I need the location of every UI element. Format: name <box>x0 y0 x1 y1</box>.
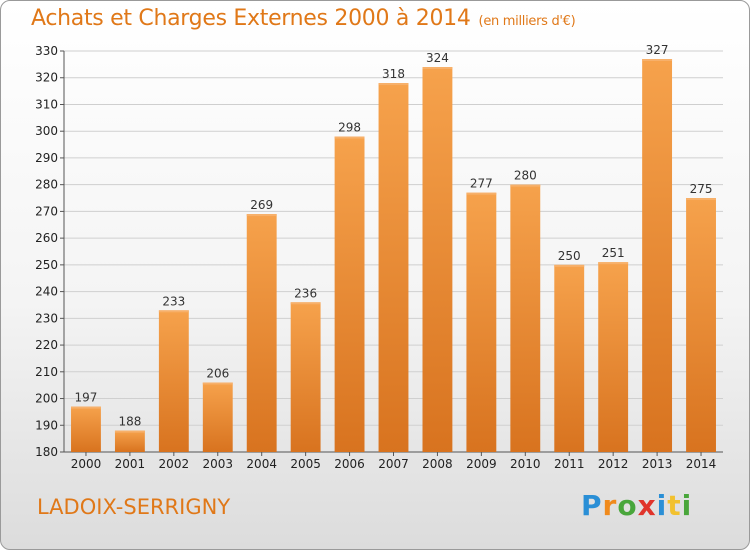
y-tick-label: 260 <box>35 231 58 245</box>
x-tick-label: 2003 <box>202 457 233 471</box>
y-tick-label: 250 <box>35 258 58 272</box>
axes: 180 190 200 210 220 230 240 250 260 270 280 290 300 3… <box>35 44 723 471</box>
bar-highlight <box>158 310 189 313</box>
bar <box>510 184 541 452</box>
town-name: LADOIX-SERRIGNY <box>37 495 231 519</box>
x-tick-label: 2006 <box>334 457 365 471</box>
bar-highlight <box>378 83 409 86</box>
bar-value-label: 298 <box>338 121 361 135</box>
bar <box>686 198 716 452</box>
bar <box>642 59 673 453</box>
data-labels: 197 188 233 206 269 236 298 318 324 277 280 250 251 3… <box>75 43 713 429</box>
bar-highlight <box>71 406 101 409</box>
bar-value-label: 236 <box>294 286 317 300</box>
x-tick-label: 2001 <box>115 457 146 471</box>
y-tick-label: 240 <box>35 285 58 299</box>
bar-value-label: 327 <box>646 43 669 57</box>
bar <box>466 192 497 453</box>
logo-letter: t <box>667 489 682 522</box>
bar-highlight <box>686 198 716 201</box>
x-tick-label: 2005 <box>290 457 321 471</box>
bar-value-label: 250 <box>558 249 581 263</box>
bar-value-label: 188 <box>118 415 141 429</box>
bar-value-label: 318 <box>382 67 405 81</box>
chart-subtitle: (en milliers d'€) <box>478 14 576 29</box>
bar-highlight <box>334 136 365 139</box>
bar-highlight <box>246 214 277 217</box>
bar-value-label: 197 <box>75 391 98 405</box>
chart-title-text: Achats et Charges Externes 2000 à 2014 <box>31 6 471 31</box>
x-tick-label: 2007 <box>378 457 409 471</box>
bar-highlight <box>554 264 585 267</box>
y-tick-label: 230 <box>35 311 58 325</box>
y-tick-label: 320 <box>35 71 58 85</box>
bar <box>334 136 365 452</box>
x-tick-label: 2009 <box>466 457 497 471</box>
bar <box>158 310 189 452</box>
bar-value-label: 280 <box>514 169 537 183</box>
bar-highlight <box>202 382 233 385</box>
y-tick-label: 330 <box>35 44 58 58</box>
y-tick-label: 180 <box>35 445 58 459</box>
logo-letter: i <box>681 489 693 522</box>
logo-letter: r <box>602 489 618 522</box>
y-tick-label: 280 <box>35 178 58 192</box>
bar <box>422 67 453 452</box>
bar <box>554 264 585 452</box>
x-tick-label: 2011 <box>554 457 585 471</box>
bar-highlight <box>114 430 145 433</box>
y-tick-label: 300 <box>35 124 58 138</box>
bar-value-label: 277 <box>470 177 493 191</box>
bar-value-label: 206 <box>206 366 229 380</box>
proxiti-logo: Proxiti <box>581 489 692 522</box>
logo-letter: x <box>637 489 657 522</box>
bar-highlight <box>598 262 629 265</box>
x-tick-label: 2004 <box>246 457 277 471</box>
bar-highlight <box>422 67 453 70</box>
logo-letter: i <box>656 489 668 522</box>
x-tick-label: 2012 <box>598 457 629 471</box>
y-tick-label: 210 <box>35 365 58 379</box>
bar-value-label: 233 <box>162 294 185 308</box>
bar-highlight <box>466 192 497 195</box>
bar <box>246 214 277 452</box>
bar-highlight <box>510 184 541 187</box>
x-tick-label: 2010 <box>510 457 541 471</box>
bar <box>378 83 409 452</box>
chart-title: Achats et Charges Externes 2000 à 2014 (e… <box>31 6 576 31</box>
bar <box>202 382 233 452</box>
x-tick-label: 2013 <box>642 457 673 471</box>
y-tick-label: 270 <box>35 204 58 218</box>
y-tick-label: 290 <box>35 151 58 165</box>
bar-highlight <box>642 59 673 62</box>
y-tick-label: 200 <box>35 392 58 406</box>
logo-letter: P <box>581 489 603 522</box>
x-tick-label: 2000 <box>71 457 102 471</box>
y-tick-label: 310 <box>35 97 58 111</box>
x-tick-label: 2002 <box>159 457 190 471</box>
logo-letter: o <box>617 489 638 522</box>
bar-value-label: 251 <box>602 246 625 260</box>
bar-value-label: 324 <box>426 51 449 65</box>
x-tick-label: 2008 <box>422 457 453 471</box>
bar <box>290 302 321 452</box>
bars <box>71 59 716 453</box>
bar <box>71 406 101 452</box>
y-tick-label: 220 <box>35 338 58 352</box>
bar-value-label: 275 <box>690 182 713 196</box>
bar <box>598 262 629 452</box>
y-tick-label: 190 <box>35 418 58 432</box>
bar <box>114 430 145 452</box>
bar-value-label: 269 <box>250 198 273 212</box>
bar-highlight <box>290 302 321 305</box>
x-tick-label: 2014 <box>686 457 717 471</box>
